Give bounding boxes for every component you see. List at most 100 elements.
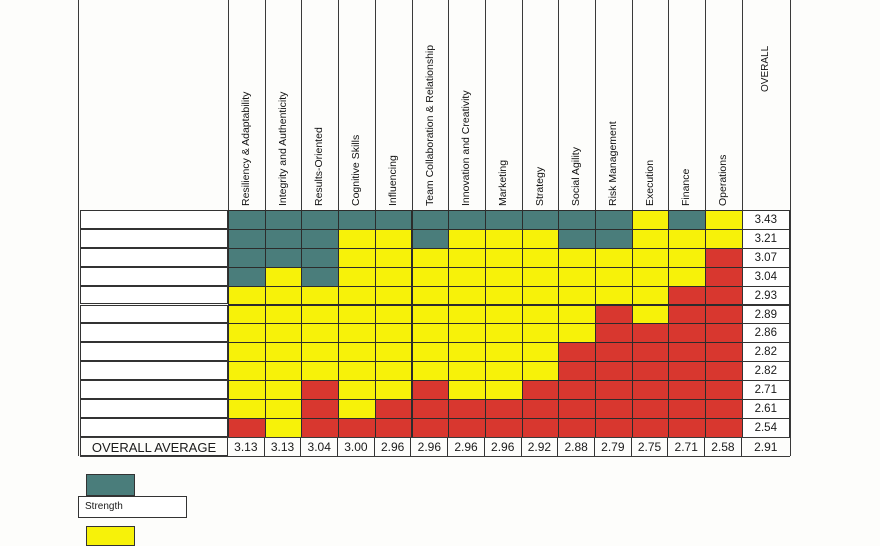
heatmap-cell	[228, 323, 266, 344]
heatmap-cell	[595, 417, 633, 438]
heatmap-cell	[448, 361, 486, 382]
heatmap-cell	[595, 361, 633, 382]
average-value: 2.92	[522, 437, 559, 456]
heatmap-cell	[558, 266, 596, 287]
heatmap-cell	[484, 417, 523, 438]
header-divider	[228, 0, 229, 210]
heatmap-cell	[301, 285, 340, 306]
heatmap-cell	[521, 285, 560, 306]
heatmap-cell	[228, 247, 266, 268]
heatmap-cell	[228, 304, 266, 325]
heatmap-cell	[228, 417, 266, 438]
heatmap-cell	[521, 266, 560, 287]
heatmap-cell	[521, 323, 560, 344]
heatmap-cell	[705, 380, 743, 400]
header-divider	[484, 0, 486, 210]
heatmap-cell	[264, 285, 303, 306]
heatmap-cell	[558, 210, 596, 230]
heatmap-cell	[484, 361, 523, 382]
row-label-cell	[80, 210, 228, 229]
header-divider	[558, 0, 560, 210]
heatmap-cell	[595, 285, 633, 306]
overall-value: 2.61	[741, 399, 790, 419]
heatmap-cell	[228, 210, 266, 230]
heatmap-cell	[631, 361, 670, 382]
heatmap-cell	[484, 304, 523, 325]
heatmap-cell	[705, 342, 743, 363]
heatmap-cell	[374, 361, 413, 382]
heatmap-cell	[595, 342, 633, 363]
heatmap-cell	[521, 380, 560, 400]
heatmap-cell	[668, 266, 707, 287]
heatmap-cell	[484, 247, 523, 268]
heatmap-cell	[521, 361, 560, 382]
heatmap-cell	[264, 247, 303, 268]
heatmap-cell	[631, 210, 670, 230]
overall-value: 3.43	[741, 210, 790, 230]
heatmap-cell	[705, 228, 743, 249]
heatmap-cell	[668, 417, 707, 438]
heatmap-cell	[558, 342, 596, 363]
heatmap-cell	[595, 228, 633, 249]
heatmap-cell	[631, 323, 670, 344]
heatmap-cell	[374, 210, 413, 230]
row-label-cell	[80, 417, 228, 437]
heatmap-cell	[705, 417, 743, 438]
heatmap-cell	[705, 247, 743, 268]
heatmap-cell	[448, 266, 486, 287]
heatmap-cell	[338, 228, 376, 249]
heatmap-cell	[484, 380, 523, 400]
heatmap-cell	[301, 399, 340, 419]
row-label-cell	[80, 247, 228, 267]
heatmap-cell	[374, 247, 413, 268]
average-value: 2.96	[485, 437, 522, 456]
column-header-integrity-and-authenticity: Integrity and Authenticity	[276, 91, 289, 206]
heatmap-cell	[411, 228, 450, 249]
column-header-social-agility: Social Agility	[570, 147, 583, 206]
heatmap-cell	[521, 210, 560, 230]
heatmap-cell	[301, 380, 340, 400]
row-label-cell	[80, 342, 228, 362]
heatmap-cell	[558, 399, 596, 419]
heatmap-cell	[374, 304, 413, 325]
heatmap-cell	[521, 304, 560, 325]
heatmap-cell	[595, 304, 633, 325]
heatmap-cell	[484, 210, 523, 230]
heatmap-cell	[411, 342, 450, 363]
average-value: 2.75	[632, 437, 669, 456]
heatmap-cell	[631, 304, 670, 325]
overall-header: OVERALL	[759, 45, 771, 92]
heatmap-cell	[595, 266, 633, 287]
heatmap-cell	[631, 266, 670, 287]
heatmap-cell	[411, 361, 450, 382]
heatmap-cell	[338, 399, 376, 419]
row-label-cell	[80, 228, 228, 248]
header-divider	[411, 0, 413, 210]
heatmap-cell	[374, 380, 413, 400]
heatmap-cell	[558, 247, 596, 268]
column-header-innovation-and-creativity: Innovation and Creativity	[460, 90, 473, 206]
row-label-cell	[80, 361, 228, 381]
heatmap-cell	[374, 323, 413, 344]
legend-mid-swatch	[86, 526, 135, 546]
heatmap-cell	[558, 380, 596, 400]
heatmap-cell	[631, 399, 670, 419]
heatmap-cell	[264, 266, 303, 287]
average-value: 3.13	[228, 437, 265, 456]
heatmap-cell	[411, 380, 450, 400]
average-value: 3.04	[301, 437, 339, 456]
column-header-operations: Operations	[717, 154, 730, 206]
heatmap-cell	[374, 417, 413, 438]
row-label-cell	[80, 304, 228, 324]
heatmap-cell	[558, 361, 596, 382]
heatmap-cell	[448, 228, 486, 249]
heatmap-cell	[301, 304, 340, 325]
heatmap-cell	[228, 399, 266, 419]
heatmap-cell	[448, 380, 486, 400]
row-label-cell	[80, 285, 228, 305]
column-header-strategy: Strategy	[533, 166, 546, 206]
heatmap-cell	[631, 285, 670, 306]
heatmap-cell	[301, 417, 340, 438]
heatmap-cell	[521, 399, 560, 419]
heatmap-cell	[411, 399, 450, 419]
